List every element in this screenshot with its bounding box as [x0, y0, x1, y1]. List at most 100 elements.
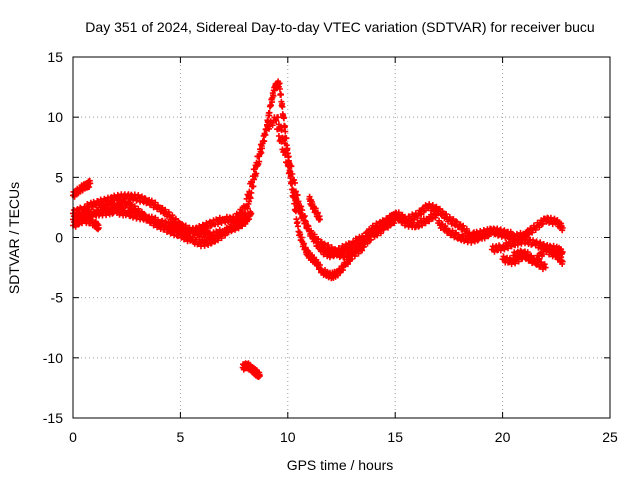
data-point-fill — [256, 158, 263, 165]
data-point-fill — [281, 123, 288, 130]
data-point-fill — [278, 138, 285, 145]
data-point-fill — [360, 243, 367, 250]
data-point-fill — [422, 220, 429, 227]
data-point-fill — [248, 189, 255, 196]
data-point — [559, 248, 566, 255]
data-point-fill — [449, 227, 456, 234]
data-point-fill — [454, 219, 460, 225]
data-point — [95, 224, 102, 231]
x-tick-label: 15 — [387, 429, 403, 445]
data-point-fill — [304, 222, 311, 229]
data-point-fill — [539, 251, 546, 258]
data-point-fill — [265, 118, 272, 125]
data-point-fill — [247, 195, 254, 202]
data-point-fill — [411, 216, 417, 223]
data-point-fill — [463, 225, 470, 232]
chart-title: Day 351 of 2024, Sidereal Day-to-day VTE… — [85, 19, 594, 35]
data-point-fill — [547, 246, 554, 253]
data-point-fill — [278, 91, 284, 98]
x-tick-label: 0 — [69, 429, 77, 445]
data-point-fill — [266, 109, 273, 116]
data-point-fill — [259, 145, 265, 152]
data-point — [317, 216, 323, 223]
data-point-fill — [527, 253, 534, 260]
data-point-fill — [299, 212, 306, 218]
data-point-fill — [335, 249, 342, 256]
data-point-fill — [287, 175, 294, 182]
data-point-fill — [165, 223, 172, 230]
data-point-fill — [414, 215, 421, 221]
data-point-fill — [547, 214, 554, 221]
data-point-fill — [282, 128, 289, 135]
axis-ticks: 0 5 10 15 20 25 -15 -10 -5 0 5 10 15 — [43, 49, 618, 445]
data-point-fill — [534, 257, 541, 264]
data-point-fill — [273, 117, 280, 124]
data-point — [542, 264, 549, 271]
data-point-fill — [314, 209, 321, 216]
data-point-fill — [282, 152, 289, 159]
data-point-fill — [353, 248, 360, 255]
data-point-fill — [538, 259, 545, 266]
y-tick-label: -10 — [43, 350, 63, 366]
data-point-fill — [300, 240, 307, 247]
data-point-fill — [524, 249, 531, 256]
data-point-fill — [328, 244, 335, 251]
data-point-fill — [541, 261, 548, 268]
data-point-fill — [169, 212, 176, 219]
data-points — [70, 78, 566, 380]
data-point-fill — [275, 133, 282, 139]
data-point-fill — [261, 131, 268, 138]
data-point-fill — [99, 209, 106, 216]
data-point-fill — [289, 179, 296, 186]
data-point-fill — [218, 235, 225, 242]
data-point-fill — [253, 170, 260, 177]
data-point-fill — [293, 196, 300, 203]
data-point-fill — [261, 138, 268, 145]
data-point — [248, 210, 255, 217]
data-point-fill — [443, 211, 450, 218]
data-point-fill — [280, 115, 287, 122]
data-point-fill — [415, 223, 422, 230]
data-point-fill — [529, 229, 536, 236]
data-point-fill — [390, 215, 397, 222]
data-point-fill — [446, 214, 453, 220]
x-tick-label: 20 — [495, 429, 511, 445]
data-point-fill — [175, 229, 182, 235]
data-point-fill — [311, 231, 318, 238]
x-tick-label: 10 — [280, 429, 296, 445]
grid-layer — [73, 57, 610, 418]
data-point-fill — [135, 205, 142, 212]
data-point-fill — [182, 222, 189, 229]
data-point-fill — [165, 209, 172, 216]
data-point-fill — [276, 80, 283, 87]
data-point-fill — [206, 230, 212, 237]
data-point-fill — [275, 114, 281, 121]
y-tick-label: 15 — [47, 49, 63, 65]
data-point-fill — [395, 209, 402, 216]
data-point-fill — [286, 169, 293, 176]
data-point-fill — [179, 230, 186, 237]
data-point-fill — [275, 126, 281, 133]
data-point-fill — [391, 220, 398, 227]
data-point-fill — [474, 237, 481, 244]
data-point-fill — [242, 210, 249, 217]
x-tick-label: 25 — [602, 429, 618, 445]
data-point-fill — [500, 228, 507, 235]
data-point-fill — [421, 207, 428, 214]
data-point-fill — [250, 183, 257, 190]
data-point-fill — [481, 235, 488, 242]
data-point-fill — [179, 221, 186, 228]
data-point-fill — [297, 231, 304, 238]
data-point-fill — [109, 206, 116, 213]
data-point-fill — [368, 236, 374, 243]
data-point-fill — [263, 127, 270, 134]
data-point-fill — [142, 212, 149, 219]
data-point-fill — [281, 147, 288, 154]
data-point-fill — [285, 163, 292, 170]
data-point — [87, 180, 94, 187]
y-axis-title: SDTVAR / TECUs — [6, 182, 22, 294]
data-point-fill — [251, 166, 258, 173]
data-point-fill — [169, 225, 176, 232]
y-tick-label: 5 — [55, 169, 63, 185]
